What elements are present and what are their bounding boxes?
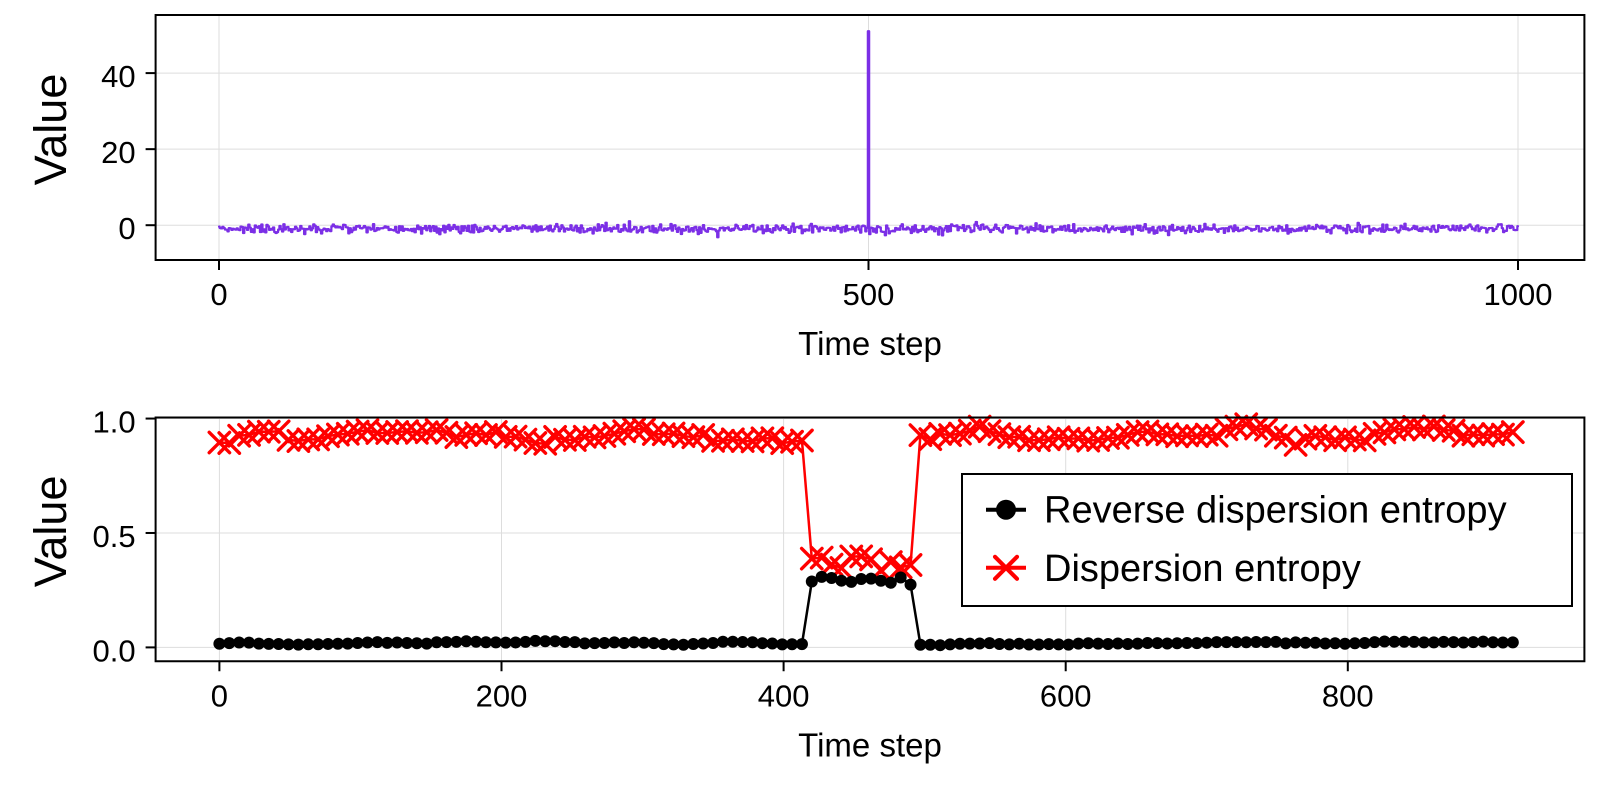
svg-text:800: 800 <box>1322 678 1374 713</box>
svg-text:Reverse dispersion entropy: Reverse dispersion entropy <box>1044 490 1507 532</box>
svg-text:1.0: 1.0 <box>92 405 135 440</box>
svg-text:200: 200 <box>476 678 528 713</box>
svg-text:20: 20 <box>101 135 135 170</box>
svg-text:500: 500 <box>843 277 895 312</box>
svg-text:0.0: 0.0 <box>92 633 135 668</box>
svg-text:Value: Value <box>25 74 76 186</box>
svg-text:0: 0 <box>210 277 227 312</box>
svg-text:Value: Value <box>25 475 76 587</box>
svg-text:40: 40 <box>101 59 135 94</box>
svg-text:0: 0 <box>118 211 135 246</box>
svg-text:Time step: Time step <box>798 325 942 362</box>
svg-text:Time step: Time step <box>798 726 942 763</box>
svg-text:400: 400 <box>758 678 810 713</box>
svg-text:0.5: 0.5 <box>92 519 135 554</box>
svg-text:0: 0 <box>211 678 228 713</box>
svg-text:Dispersion entropy: Dispersion entropy <box>1044 548 1361 590</box>
svg-text:1000: 1000 <box>1484 277 1553 312</box>
svg-text:600: 600 <box>1040 678 1092 713</box>
